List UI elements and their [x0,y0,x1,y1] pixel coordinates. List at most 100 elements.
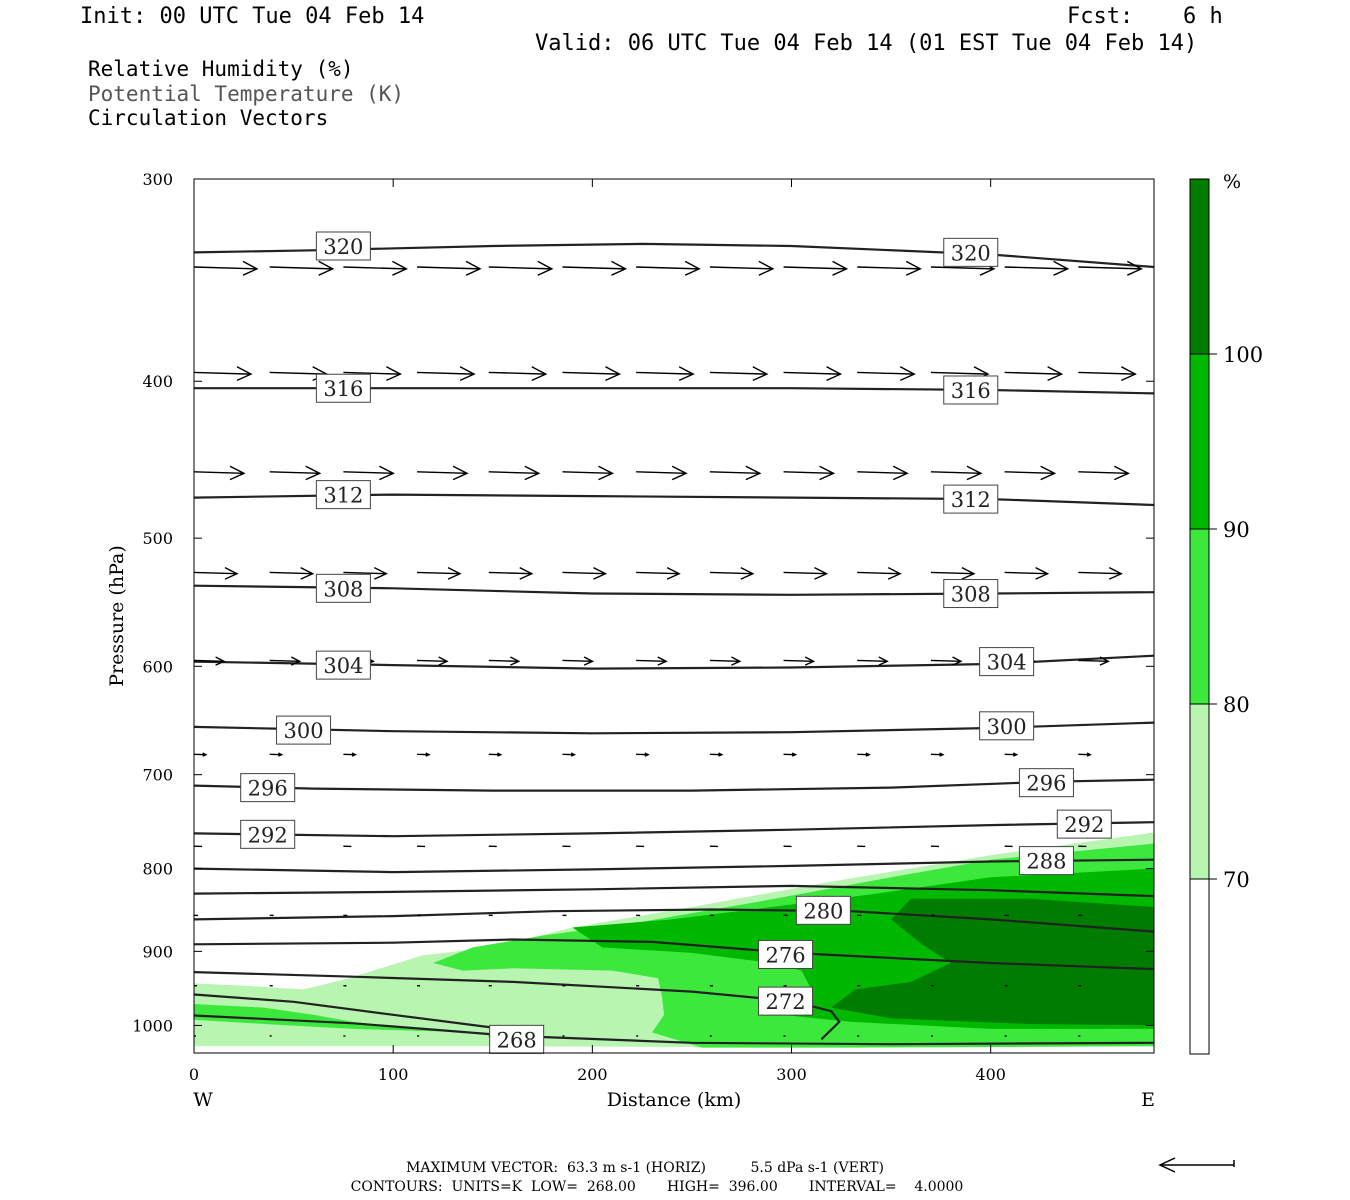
vector-shaft [562,571,606,575]
east-label: E [1141,1089,1155,1111]
x-axis-label: Distance (km) [607,1089,742,1111]
field-title-rh: Relative Humidity (%) [88,57,354,81]
contour-label-box-292 [240,819,296,849]
vector-head [1108,566,1123,580]
circulation-vector [562,260,628,276]
contour-label-box-292 [1056,809,1112,839]
vector-head [939,752,945,757]
vector-head [374,566,388,580]
vector-shaft [1004,571,1048,575]
circulation-vector [857,260,922,276]
circulation-vector [194,752,208,757]
vector-shaft [857,659,888,663]
circulation-vector [488,260,554,276]
vector-shaft [783,266,847,270]
vector-head [300,566,315,580]
vector-head [905,260,922,276]
vector-shaft [709,571,753,575]
vector-shaft [783,571,827,575]
colorbar-unit: % [1223,171,1241,193]
vector-head [1012,752,1019,757]
circulation-vector [1004,260,1070,276]
vector-head [1120,366,1137,382]
vector-head [510,656,521,666]
vector-head [718,752,724,757]
vector-head [1086,752,1092,757]
circulation-vector [709,366,769,382]
contour-label-box-288 [1018,846,1074,876]
vector-head [583,656,595,666]
vector-shaft [930,266,994,270]
circulation-vector [1004,752,1019,757]
y-tick-label: 400 [142,372,173,391]
colorbar-band-100-plus [1189,178,1210,355]
forecast-label: Fcst: [1067,4,1134,29]
vector-head [731,656,742,666]
circulation-vector [1078,752,1092,757]
contour-label-box-308 [315,573,371,603]
vector-head [819,465,836,481]
circulation-vector [194,465,246,481]
footer-max-vector: MAXIMUM VECTOR: 63.3 m s-1 (HORIZ) 5.5 d… [406,1160,884,1176]
init-time: Init: 00 UTC Tue 04 Feb 14 [80,4,425,29]
vector-head [497,752,503,757]
vector-shaft [194,471,245,475]
vector-shaft [709,371,767,375]
vector-shaft [783,471,834,475]
circulation-vector [488,566,534,580]
vector-head [318,260,335,276]
circulation-vector [562,752,577,757]
circulation-vector [417,566,462,580]
circulation-vector [488,366,548,382]
contour-label-272: 272 [765,990,805,1014]
rh-region-80 [194,1004,473,1033]
vector-shaft [417,371,475,375]
contour-label-280: 280 [803,899,843,923]
circulation-vector [930,465,983,481]
circulation-vector [783,752,798,757]
contour-label-box-308 [943,579,999,609]
circulation-vector [783,260,849,276]
vector-shaft [488,571,532,575]
circulation-vector [194,656,226,666]
field-title-theta: Potential Temperature (K) [88,82,405,106]
circulation-vector [783,366,843,382]
vector-head [740,566,755,580]
vector-head [438,656,449,666]
vector-head [305,465,322,481]
vector-shaft [269,571,313,575]
circulation-vector [857,366,916,382]
circulation-vector [269,656,302,666]
x-tick-label: 300 [776,1065,807,1084]
contour-label-box-296 [240,773,296,803]
vector-shaft [417,471,468,475]
vector-head [278,752,284,757]
theta-contour-296 [194,778,1154,792]
vector-head [229,465,246,481]
circulation-vector [562,465,615,481]
vector-shaft [194,659,225,663]
vector-head [425,752,431,757]
vector-shaft [269,266,333,270]
vector-shaft [562,471,613,475]
circulation-vector [417,752,431,757]
circulation-vector [417,465,469,481]
vector-shaft [488,371,546,375]
vector-head [202,752,208,757]
vector-head [752,366,769,382]
circulation-vector [930,656,963,666]
circulation-vector [269,260,335,276]
contour-label-296: 296 [248,777,288,801]
vector-shaft [1078,571,1122,575]
contour-label-box-316 [315,373,371,403]
vector-head [892,465,909,481]
circulation-vector [194,366,253,382]
vector-shaft [343,471,394,475]
circulation-vector [269,752,284,757]
vector-head [459,366,476,382]
vector-head [236,366,253,382]
circulation-vector [709,260,775,276]
vector-head [537,260,554,276]
circulation-vector [857,656,889,666]
